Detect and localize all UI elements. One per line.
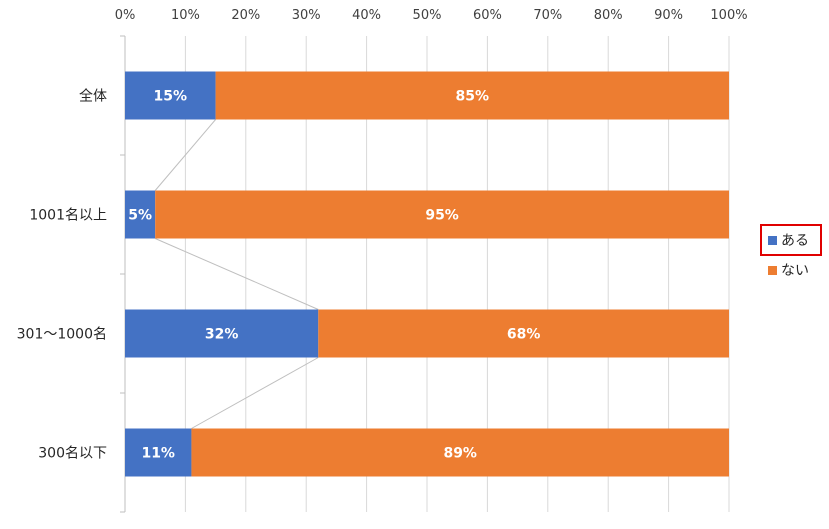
x-tick-label: 90% (654, 8, 683, 23)
x-tick-label: 70% (533, 8, 562, 23)
data-label: 85% (456, 89, 490, 105)
legend-highlight-box (760, 224, 822, 256)
series-lines (154, 119, 319, 429)
bars (125, 71, 730, 477)
data-label: 68% (507, 327, 541, 343)
series-line (154, 119, 216, 191)
legend-label: ある (781, 233, 809, 249)
category-label: 1001名以上 (29, 208, 107, 224)
bar-segment-aru (125, 428, 192, 477)
data-label: 15% (154, 89, 188, 105)
x-axis-ticks: 0% 10% 20% 30% 40% 50% 60% 70% 80% 90% 100% (115, 8, 748, 23)
x-tick-label: 40% (352, 8, 381, 23)
x-tick-label: 60% (473, 8, 502, 23)
series-line (155, 238, 319, 310)
x-tick-label: 0% (115, 8, 136, 23)
bar-segment-aru (125, 309, 319, 358)
legend-swatch (768, 236, 777, 245)
x-tick-label: 10% (171, 8, 200, 23)
category-label: 301～1000名 (17, 327, 107, 343)
data-label: 89% (443, 446, 477, 462)
category-labels: 全体 1001名以上 301～1000名 300名以下 (17, 88, 107, 462)
data-label: 95% (425, 208, 459, 224)
bar-segment-nai (191, 428, 729, 477)
x-tick-label: 100% (710, 8, 747, 23)
category-label: 全体 (79, 88, 107, 105)
bar-segment-aru (125, 190, 156, 239)
category-label: 300名以下 (38, 446, 107, 462)
bar-segment-nai (318, 309, 729, 358)
x-tick-label: 20% (231, 8, 260, 23)
data-labels: 15% 85% 5% 95% 32% 68% 11% 89% (128, 89, 540, 462)
bar-segment-aru (125, 71, 216, 120)
category-axis (120, 35, 126, 513)
x-tick-label: 80% (594, 8, 623, 23)
x-tick-label: 50% (413, 8, 442, 23)
data-label: 5% (128, 208, 152, 224)
legend-label: ない (781, 263, 809, 279)
bar-segment-nai (215, 71, 730, 120)
series-line (191, 357, 319, 429)
bar-segment-nai (155, 190, 729, 239)
legend-swatch (768, 266, 777, 275)
x-tick-label: 30% (292, 8, 321, 23)
data-label: 11% (141, 446, 175, 462)
data-label: 32% (205, 327, 239, 343)
